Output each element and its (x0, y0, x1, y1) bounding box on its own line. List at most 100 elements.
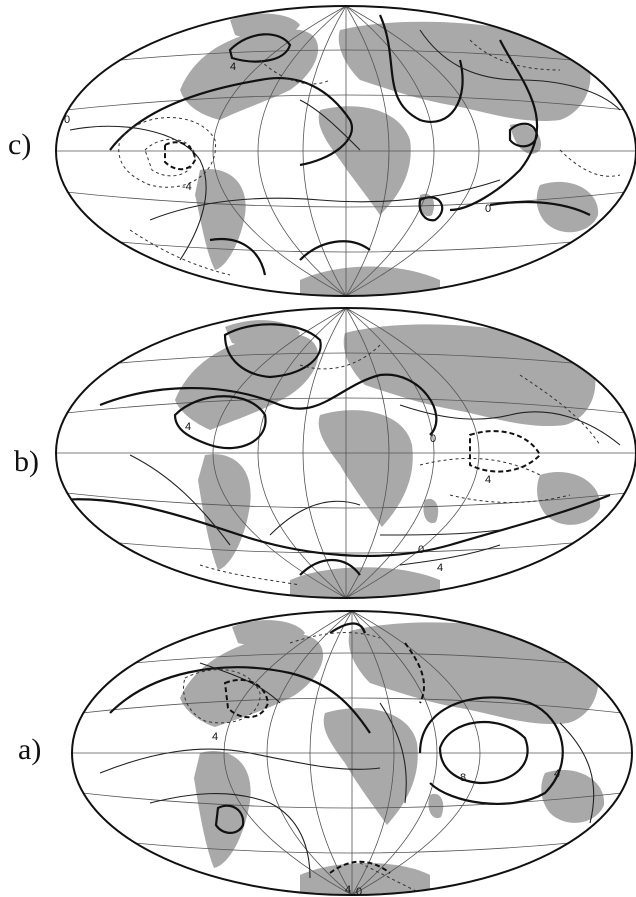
contour-line-dashed (199, 564, 301, 586)
contour-label-b-5: 4 (437, 562, 443, 574)
graticule-line (212, 6, 347, 296)
graticule-line (345, 6, 390, 296)
contour-line-dashed (259, 59, 331, 85)
contour-line-thin (149, 793, 311, 879)
contour-label-b-3: 4 (485, 474, 491, 486)
map-outline (55, 307, 636, 599)
graticule-line (266, 611, 353, 895)
contour-line-thick (214, 804, 245, 834)
graticule-line (212, 308, 347, 598)
landmass-south-america (195, 169, 246, 270)
landmass-south-america (198, 454, 251, 570)
map-panel-c: c) (0, 0, 636, 300)
contour-label-a-1: 4 (212, 731, 218, 743)
contour-line-dashed (419, 457, 541, 476)
landmass-antarctica (290, 567, 440, 598)
graticule-line (351, 611, 481, 895)
contour-label-b-1: 4 (185, 421, 191, 433)
graticule-line (345, 308, 390, 598)
contour-line-thick (299, 559, 361, 576)
contour-line-thin (399, 404, 621, 446)
hammer-map-b: 4 0 4 0 4 (55, 307, 636, 599)
contour-line-thick (418, 696, 564, 805)
contour-line-dashed (469, 39, 561, 71)
contour-line-dashed-thick (404, 642, 425, 704)
landmass-australia (541, 769, 605, 823)
contour-line-thick (173, 395, 267, 450)
contour-line-dashed-thick (329, 860, 391, 874)
panel-label-b: b) (14, 445, 39, 478)
landmass-africa (323, 708, 418, 825)
contour-line-thick (228, 33, 292, 63)
landmass-eurasia (338, 21, 591, 122)
landmass-antarctica (300, 266, 440, 296)
map-outline (71, 610, 633, 896)
graticule-line (257, 308, 347, 598)
contour-line-thick (109, 77, 353, 167)
contour-line-thick (418, 196, 444, 222)
contour-line-dashed (129, 229, 231, 276)
contour-line-dashed-thick (469, 430, 542, 473)
map-panel-b: b) (0, 305, 636, 600)
contour-line-thick (329, 622, 367, 634)
landmass-greenland (232, 620, 305, 647)
landmass-eurasia (348, 622, 599, 725)
landmass-africa (318, 410, 413, 527)
contour-line-thin (129, 454, 231, 546)
contour-line-thick (378, 14, 464, 123)
g (56, 6, 636, 296)
landmass-madagascar (423, 498, 439, 524)
contour-line-thin (559, 722, 595, 824)
contour-line-thick (223, 323, 322, 379)
landmass-north-america (175, 334, 319, 430)
map-panel-a: a) (0, 603, 636, 897)
contour-label-c-1: 4 (230, 61, 236, 73)
landmass-south-america (194, 751, 251, 868)
contour-line-dashed (559, 149, 621, 177)
panel-label-a: a) (18, 733, 42, 766)
contour-line-thick (438, 720, 529, 785)
contour-label-a-4: 4 (345, 884, 351, 896)
contour-line-thin (69, 125, 207, 261)
contour-line-thick (99, 373, 438, 436)
contour-line-thick (299, 240, 371, 261)
contour-line-dashed-thick (164, 141, 197, 171)
contour-label-a-3: 4 (554, 768, 560, 780)
graticule-line (351, 611, 438, 895)
contour-line-thin (399, 544, 501, 566)
contour-label-a-2: 8 (460, 772, 466, 784)
landmass-africa (318, 106, 411, 215)
graticule-line (302, 6, 347, 296)
contour-line-thin (99, 748, 381, 774)
landmass-north-america (180, 29, 319, 120)
graticule-line (309, 611, 353, 895)
contour-label-a-5: 0 (356, 886, 362, 897)
graticule-line (351, 611, 395, 895)
panel-label-c: c) (8, 128, 32, 161)
contour-line-dashed (144, 138, 196, 177)
contour-label-c-2: 0 (64, 114, 70, 126)
contour-line-dashed (359, 862, 421, 894)
graticule-line (345, 308, 435, 598)
contour-line-thick (449, 39, 539, 212)
contour-label-c-4: 0 (485, 203, 491, 215)
contour-label-c-3: -4 (182, 181, 192, 193)
contour-line-thick (489, 200, 591, 216)
landmass-madagascar (428, 793, 444, 819)
contour-line-dashed-thick (223, 678, 270, 719)
contour-line-thin (269, 500, 361, 536)
contour-line-thick (59, 493, 611, 557)
graticule-line (345, 6, 480, 296)
contour-label-b-4: 0 (418, 544, 424, 556)
graticule-line (345, 6, 435, 296)
contour-line-thick (109, 666, 371, 734)
graticule-line (223, 611, 353, 895)
hammer-map-a: 4 8 4 4 0 (71, 610, 633, 897)
g (72, 611, 632, 895)
contour-label-b-2: 0 (430, 433, 436, 445)
contour-line-dashed (183, 669, 261, 724)
hammer-map-c: 4 0 -4 0 (55, 5, 636, 297)
contour-line-thin (419, 29, 621, 111)
graticule-line (257, 6, 347, 296)
contour-line-thin (379, 529, 501, 536)
